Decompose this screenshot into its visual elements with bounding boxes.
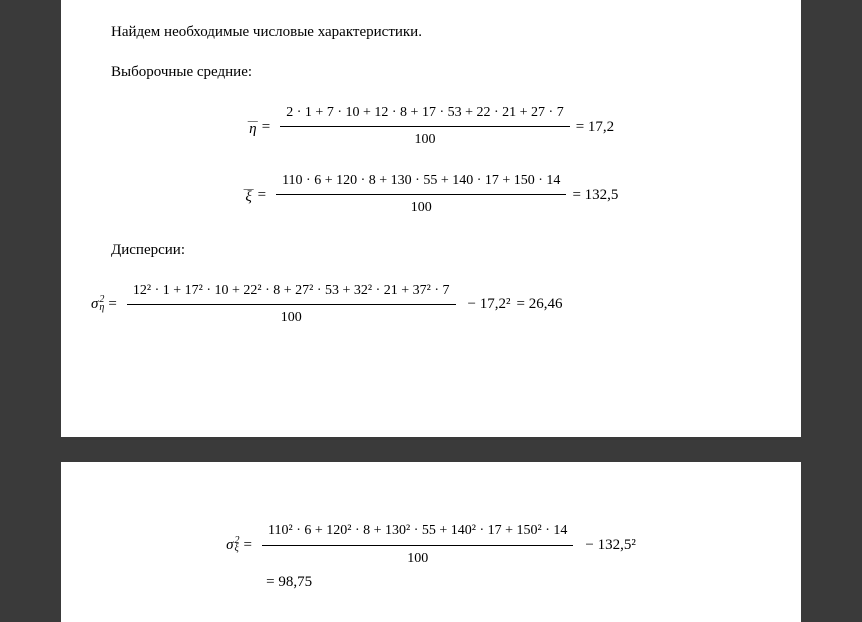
var-eta-denominator: 100 bbox=[275, 305, 308, 329]
var-eta-result: = 26,46 bbox=[516, 292, 562, 316]
equation-xi-mean: ― ξ = 110 · 6 + 120 · 8 + 130 · 55 + 140… bbox=[111, 170, 751, 220]
xi-bar-symbol: ― ξ bbox=[244, 187, 254, 202]
eta-result: = 17,2 bbox=[576, 115, 614, 139]
equation-eta-mean: ― η = 2 · 1 + 7 · 10 + 12 · 8 + 17 · 53 … bbox=[111, 102, 751, 152]
page-1: Найдем необходимые числовые характеристи… bbox=[61, 0, 801, 437]
equals-sign: = bbox=[244, 533, 252, 557]
equals-sign: = bbox=[262, 115, 270, 139]
sample-means-label: Выборочные средние: bbox=[111, 60, 751, 84]
equals-sign: = bbox=[108, 292, 116, 316]
sigma-eta-symbol: σ 2 η bbox=[91, 292, 104, 316]
page-2: σ 2 ξ = 110² · 6 + 120² · 8 + 130² · 55 … bbox=[61, 462, 801, 622]
xi-denominator: 100 bbox=[405, 195, 438, 219]
sigma-xi-symbol: σ 2 ξ bbox=[226, 533, 239, 557]
var-xi-minus: − 132,5² bbox=[585, 533, 635, 557]
eta-bar-symbol: ― η bbox=[248, 119, 258, 134]
xi-fraction: 110 · 6 + 120 · 8 + 130 · 55 + 140 · 17 … bbox=[276, 170, 566, 220]
equation-var-eta: σ 2 η = 12² · 1 + 17² · 10 + 22² · 8 + 2… bbox=[91, 280, 751, 330]
var-xi-numerator: 110² · 6 + 120² · 8 + 130² · 55 + 140² ·… bbox=[262, 520, 573, 545]
var-xi-result: = 98,75 bbox=[226, 570, 312, 594]
var-xi-fraction: 110² · 6 + 120² · 8 + 130² · 55 + 140² ·… bbox=[262, 520, 573, 570]
var-eta-minus: − 17,2² bbox=[468, 292, 511, 316]
dispersions-label: Дисперсии: bbox=[111, 238, 751, 262]
var-xi-denominator: 100 bbox=[401, 546, 434, 570]
var-eta-numerator: 12² · 1 + 17² · 10 + 22² · 8 + 27² · 53 … bbox=[127, 280, 456, 305]
xi-numerator: 110 · 6 + 120 · 8 + 130 · 55 + 140 · 17 … bbox=[276, 170, 566, 195]
xi-result: = 132,5 bbox=[572, 183, 618, 207]
eta-denominator: 100 bbox=[408, 127, 441, 151]
eta-numerator: 2 · 1 + 7 · 10 + 12 · 8 + 17 · 53 + 22 ·… bbox=[280, 102, 569, 127]
eta-fraction: 2 · 1 + 7 · 10 + 12 · 8 + 17 · 53 + 22 ·… bbox=[280, 102, 569, 152]
intro-text: Найдем необходимые числовые характеристи… bbox=[111, 20, 751, 44]
equation-var-xi: σ 2 ξ = 110² · 6 + 120² · 8 + 130² · 55 … bbox=[111, 520, 751, 594]
var-eta-fraction: 12² · 1 + 17² · 10 + 22² · 8 + 27² · 53 … bbox=[127, 280, 456, 330]
equals-sign: = bbox=[258, 183, 266, 207]
